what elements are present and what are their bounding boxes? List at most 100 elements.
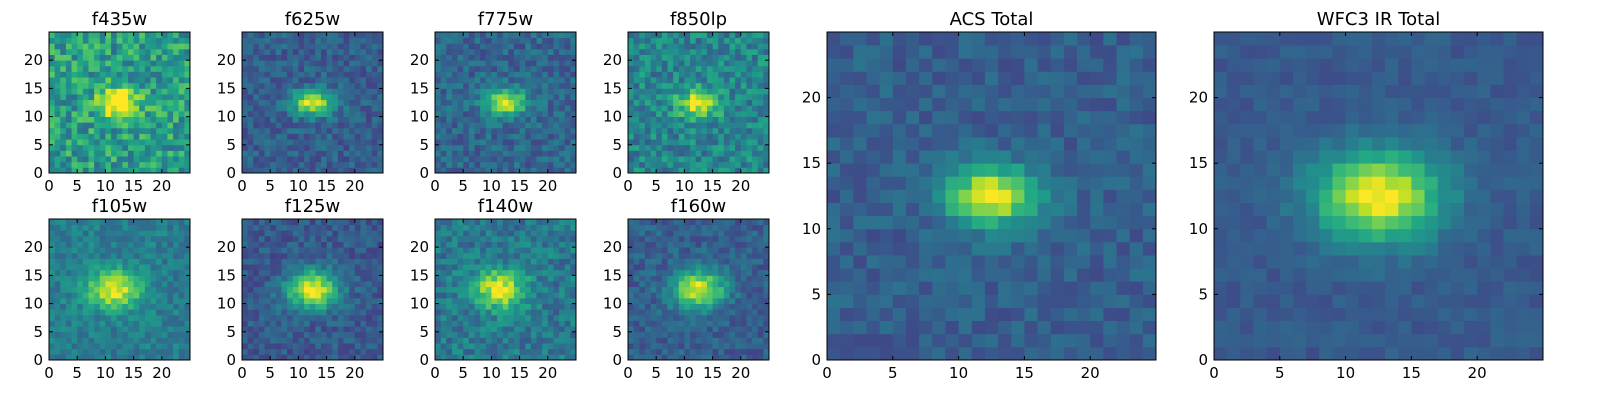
heatmap-cell bbox=[468, 37, 475, 44]
heatmap-cell bbox=[712, 88, 719, 95]
heatmap-cell bbox=[275, 331, 282, 338]
heatmap-cell bbox=[343, 110, 350, 117]
heatmap-cell bbox=[77, 264, 84, 271]
heatmap-cell bbox=[661, 331, 668, 338]
heatmap-cell bbox=[184, 48, 191, 55]
heatmap-cell bbox=[144, 88, 151, 95]
heatmap-cell bbox=[371, 43, 378, 50]
heatmap-cell bbox=[360, 71, 367, 78]
heatmap-cell bbox=[332, 144, 339, 151]
heatmap-cell bbox=[502, 65, 509, 72]
heatmap-cell bbox=[242, 292, 249, 299]
heatmap-cell bbox=[656, 297, 663, 304]
heatmap-cell bbox=[536, 247, 543, 254]
heatmap-cell bbox=[337, 82, 344, 89]
heatmap-cell bbox=[167, 314, 174, 321]
heatmap-cell bbox=[746, 94, 753, 101]
heatmap-cell bbox=[559, 337, 566, 344]
heatmap-cell bbox=[360, 281, 367, 288]
y-tick-label: 5 bbox=[419, 323, 429, 341]
heatmap-cell bbox=[184, 281, 191, 288]
heatmap-cell bbox=[536, 281, 543, 288]
heatmap-cell bbox=[366, 281, 373, 288]
heatmap-cell bbox=[468, 297, 475, 304]
heatmap-cell bbox=[60, 314, 67, 321]
heatmap-cell bbox=[161, 82, 168, 89]
heatmap-cell bbox=[559, 133, 566, 140]
heatmap-cell bbox=[82, 48, 89, 55]
heatmap-cell bbox=[82, 88, 89, 95]
heatmap-cell bbox=[122, 326, 129, 333]
heatmap-cell bbox=[480, 48, 487, 55]
heatmap-cell bbox=[360, 247, 367, 254]
heatmap-cell bbox=[320, 269, 327, 276]
heatmap-cell bbox=[116, 314, 123, 321]
heatmap-cell bbox=[735, 65, 742, 72]
heatmap-cell bbox=[150, 303, 157, 310]
heatmap-cell bbox=[133, 127, 140, 134]
heatmap-cell bbox=[446, 43, 453, 50]
heatmap-cell bbox=[440, 37, 447, 44]
heatmap-cell bbox=[161, 326, 168, 333]
heatmap-cell bbox=[304, 314, 311, 321]
heatmap-cell bbox=[547, 264, 554, 271]
heatmap-cell bbox=[167, 161, 174, 168]
heatmap-cell bbox=[304, 105, 311, 112]
heatmap-cell bbox=[178, 354, 185, 361]
heatmap-cell bbox=[309, 320, 316, 327]
heatmap-cell bbox=[184, 219, 191, 226]
heatmap-cell bbox=[639, 105, 646, 112]
heatmap-cell bbox=[502, 37, 509, 44]
heatmap-cell bbox=[508, 116, 515, 123]
heatmap-cell bbox=[497, 275, 504, 282]
heatmap-cell bbox=[366, 314, 373, 321]
heatmap-cell bbox=[695, 54, 702, 61]
heatmap-cell bbox=[377, 65, 384, 72]
heatmap-cell bbox=[258, 127, 265, 134]
heatmap-cell bbox=[650, 139, 657, 146]
heatmap-cell bbox=[287, 94, 294, 101]
heatmap-cell bbox=[678, 99, 685, 106]
heatmap-cell bbox=[122, 139, 129, 146]
heatmap-cell bbox=[564, 133, 571, 140]
heatmap-cell bbox=[463, 303, 470, 310]
heatmap-cell bbox=[315, 122, 322, 129]
heatmap-cell bbox=[258, 281, 265, 288]
heatmap-cell bbox=[332, 286, 339, 293]
heatmap-cell bbox=[485, 122, 492, 129]
heatmap-cell bbox=[161, 99, 168, 106]
heatmap-cell bbox=[184, 32, 191, 39]
heatmap-cell bbox=[161, 167, 168, 174]
heatmap-cell bbox=[656, 167, 663, 174]
heatmap-cell bbox=[678, 144, 685, 151]
heatmap-cell bbox=[547, 94, 554, 101]
heatmap-cell bbox=[525, 326, 532, 333]
heatmap-cell bbox=[77, 71, 84, 78]
heatmap-cell bbox=[706, 54, 713, 61]
heatmap-cell bbox=[644, 43, 651, 50]
heatmap-cell bbox=[525, 156, 532, 163]
heatmap-cell bbox=[270, 110, 277, 117]
heatmap-cell bbox=[258, 297, 265, 304]
heatmap-cell bbox=[82, 105, 89, 112]
heatmap-cell bbox=[530, 258, 537, 265]
heatmap-cell bbox=[253, 292, 260, 299]
heatmap-cell bbox=[122, 224, 129, 231]
heatmap-cell bbox=[723, 156, 730, 163]
heatmap-cell bbox=[150, 252, 157, 259]
heatmap-cell bbox=[690, 54, 697, 61]
heatmap-cell bbox=[446, 219, 453, 226]
heatmap-cell bbox=[150, 71, 157, 78]
heatmap-cell bbox=[349, 230, 356, 237]
heatmap-cell bbox=[661, 105, 668, 112]
heatmap-cell bbox=[156, 224, 163, 231]
heatmap-cell bbox=[570, 48, 577, 55]
heatmap-cell bbox=[536, 224, 543, 231]
heatmap-cell bbox=[150, 230, 157, 237]
heatmap-cell bbox=[729, 116, 736, 123]
heatmap-cell bbox=[337, 314, 344, 321]
heatmap-cell bbox=[497, 331, 504, 338]
heatmap-cell bbox=[116, 156, 123, 163]
heatmap-cell bbox=[304, 116, 311, 123]
